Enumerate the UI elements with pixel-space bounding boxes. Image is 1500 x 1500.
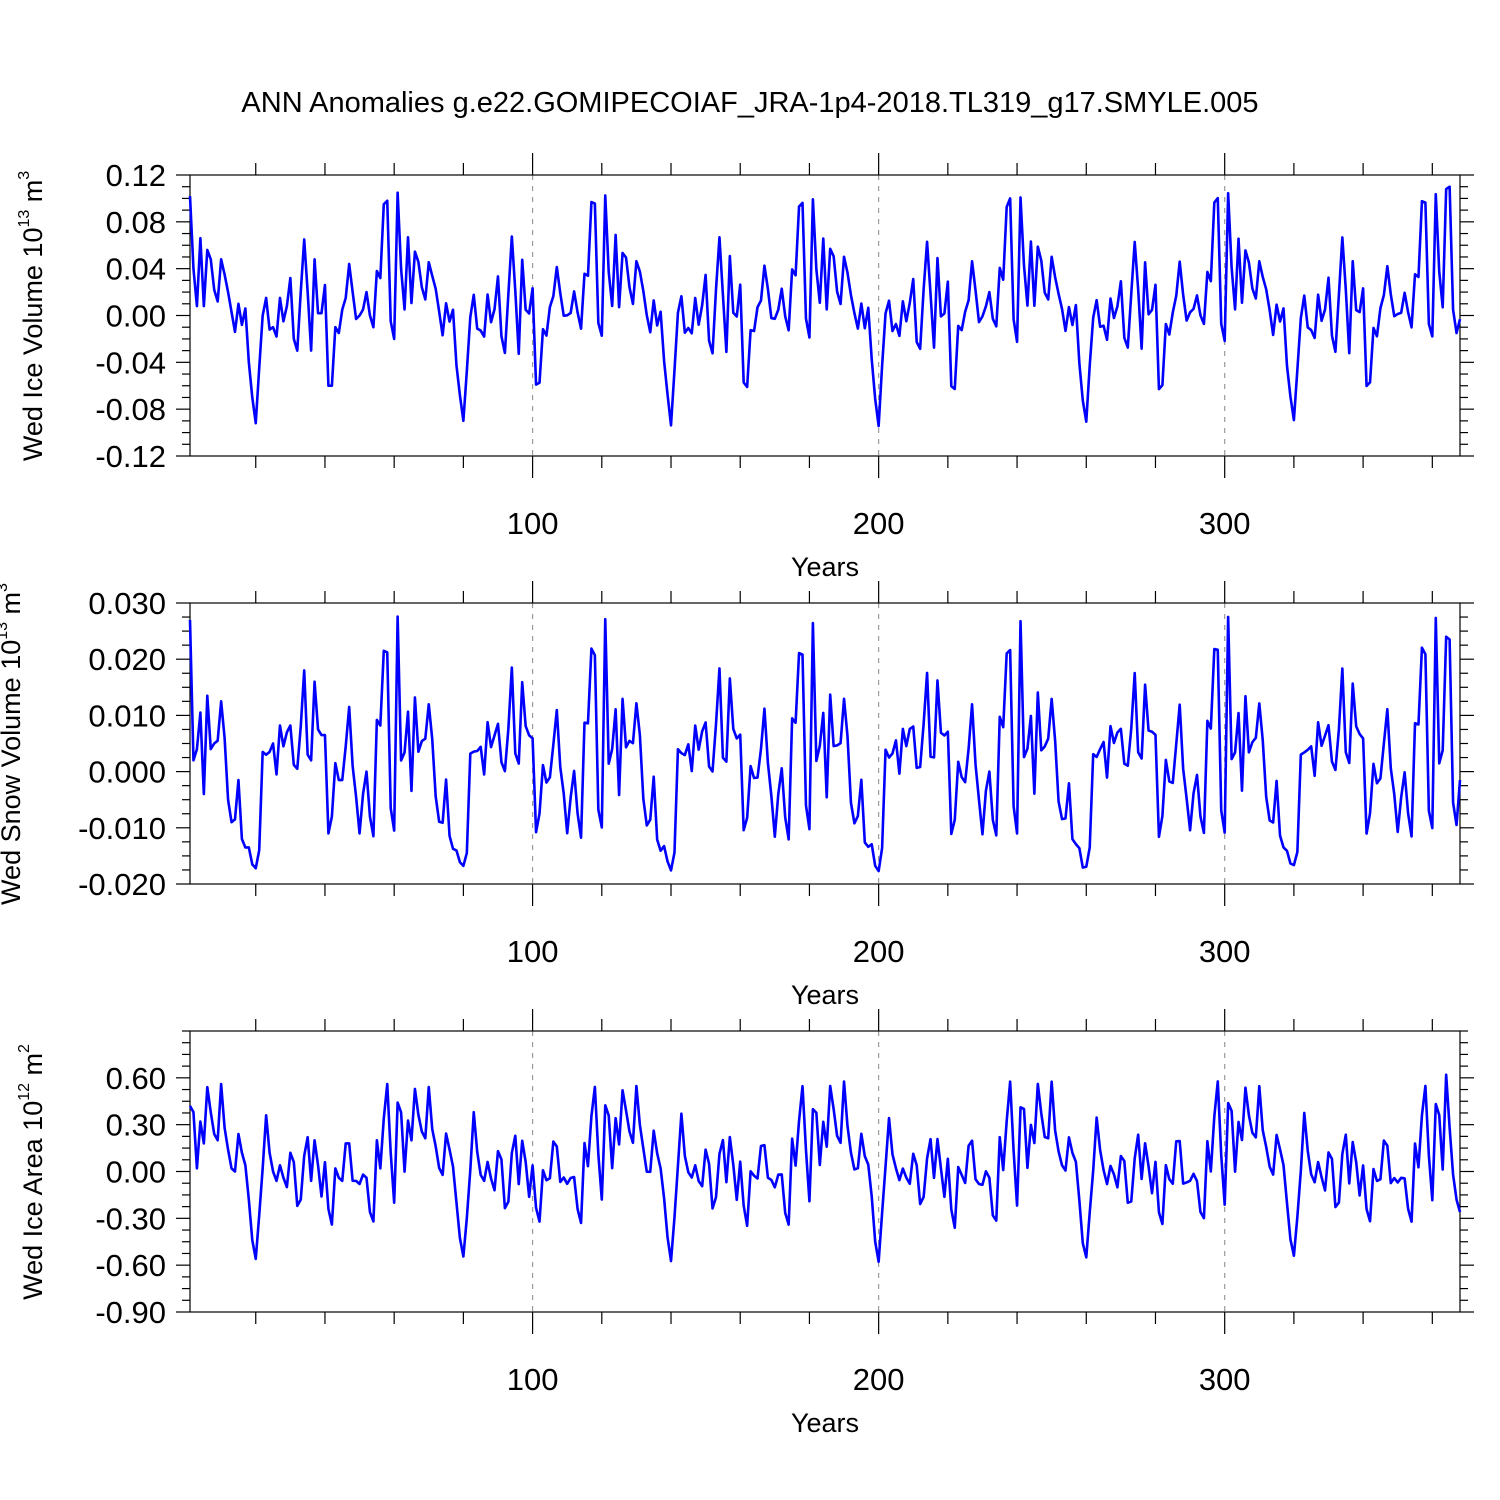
ice-volume-y-tick-label: 0.12: [106, 158, 166, 193]
ice-volume-ylabel-exp: 13: [16, 210, 33, 228]
ice-volume-ylabel-unit: m: [18, 180, 48, 210]
ice-area-ylabel-unit: m: [18, 1053, 48, 1083]
ice-volume-x-tick-label-100: 100: [507, 506, 559, 541]
snow-volume-y-axis-label: Wed Snow Volume 1013 m3: [0, 583, 26, 905]
ice-volume-y-tick-label: -0.08: [95, 392, 166, 427]
snow-volume-y-tick-label: 0.020: [88, 642, 166, 677]
ice-area-x-axis-label: Years: [791, 1408, 859, 1438]
snow-volume-x-tick-label-100: 100: [507, 934, 559, 969]
ice-area-y-axis-label: Wed Ice Area 1012 m2: [16, 1044, 48, 1300]
ice-area-x-tick-label-100: 100: [507, 1362, 559, 1397]
ice-area-y-tick-label: 0.30: [106, 1108, 166, 1143]
ice-area-x-tick-label-200: 200: [853, 1362, 905, 1397]
ice-volume-x-tick-label-300: 300: [1199, 506, 1251, 541]
ice-volume-ylabel-text: Wed Ice Volume 10: [18, 228, 48, 462]
ice-volume-y-axis-label: Wed Ice Volume 1013 m3: [16, 171, 48, 461]
ice-volume-x-axis-label: Years: [791, 552, 859, 582]
ice-area-y-tick-label: -0.60: [95, 1248, 166, 1283]
snow-volume-ylabel-text: Wed Snow Volume 10: [0, 640, 26, 905]
ice-area-ylabel-exp: 12: [16, 1083, 33, 1101]
ice-volume-y-tick-label: -0.12: [95, 439, 166, 474]
snow-volume-x-tick-label-300: 300: [1199, 934, 1251, 969]
ice-area-series-line: [188, 1073, 1462, 1264]
chart-title: ANN Anomalies g.e22.GOMIPECOIAF_JRA-1p4-…: [241, 87, 1258, 119]
ice-area-y-tick-label: 0.60: [106, 1061, 166, 1096]
ice-area-ylabel-unit-exp: 2: [16, 1044, 33, 1053]
ice-volume-y-tick-label: 0.00: [106, 299, 166, 334]
snow-volume-y-tick-label: -0.020: [78, 867, 166, 902]
snow-volume-panel: Wed Snow Volume 1013 m3 Years 100 200 300 -…: [0, 581, 1474, 1010]
snow-volume-ylabel-exp: 13: [0, 622, 11, 640]
ice-volume-series-line: [188, 185, 1462, 428]
snow-volume-ylabel-unit: m: [0, 592, 26, 622]
snow-volume-ylabel-unit-exp: 3: [0, 583, 11, 592]
snow-volume-x-tick-label-200: 200: [853, 934, 905, 969]
ice-area-x-tick-label-300: 300: [1199, 1362, 1251, 1397]
ice-area-y-tick-label: -0.90: [95, 1295, 166, 1330]
snow-volume-y-tick-label: 0.030: [88, 586, 166, 621]
ice-area-ylabel-text: Wed Ice Area 10: [18, 1101, 48, 1300]
snow-volume-x-axis-label: Years: [791, 980, 859, 1010]
ice-volume-x-tick-label-200: 200: [853, 506, 905, 541]
ice-volume-ylabel-unit-exp: 3: [16, 171, 33, 180]
ice-volume-panel: Wed Ice Volume 1013 m3 Years 100 200 300 -0…: [16, 153, 1474, 582]
ice-area-y-tick-label: 0.00: [106, 1155, 166, 1190]
ice-area-panel: Wed Ice Area 1012 m2 Years 100 200 300 -0.9…: [16, 1009, 1474, 1438]
ice-area-y-tick-label: -0.30: [95, 1201, 166, 1236]
snow-volume-y-tick-label: -0.010: [78, 811, 166, 846]
ice-volume-y-tick-label: 0.08: [106, 205, 166, 240]
ice-volume-y-tick-label: -0.04: [95, 345, 166, 380]
ice-area-plot-frame: [189, 1030, 1461, 1313]
snow-volume-y-tick-label: 0.000: [88, 755, 166, 790]
ice-volume-y-tick-label: 0.04: [106, 252, 166, 287]
snow-volume-y-tick-label: 0.010: [88, 698, 166, 733]
snow-volume-series-line: [188, 615, 1462, 873]
